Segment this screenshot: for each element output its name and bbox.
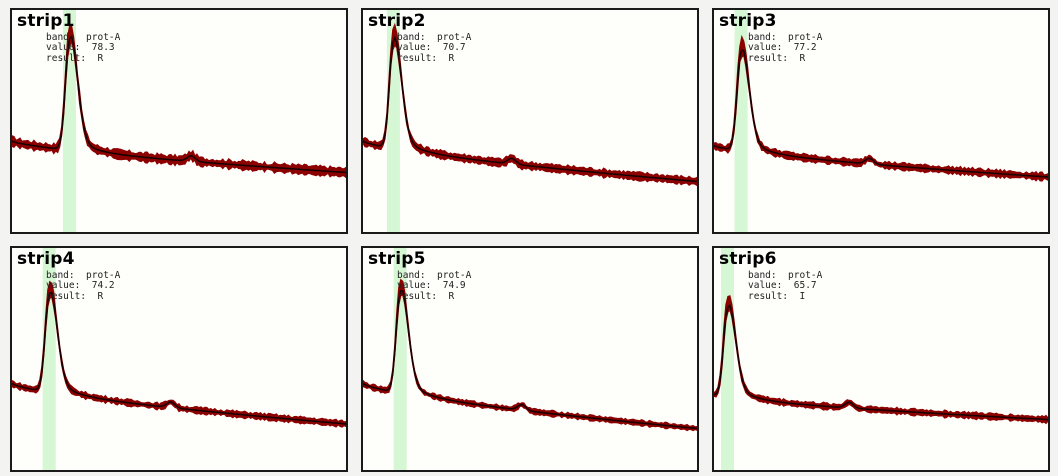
top-clipped-header [0, 0, 1058, 8]
strip-plot-3 [714, 10, 1048, 232]
value-annotation: value: 70.7 [397, 42, 466, 54]
strip-title: strip6 [719, 249, 777, 269]
strip-annotations: band: prot-A value: 74.9 result: R [397, 270, 472, 302]
result-annotation: result: I [748, 290, 806, 302]
value-annotation: value: 74.2 [46, 280, 115, 292]
strip-title: strip2 [368, 11, 426, 31]
band-annotation: band: prot-A [46, 32, 121, 43]
result-annotation: result: R [748, 52, 806, 64]
band-annotation: band: prot-A [748, 32, 823, 43]
strip-panel-6: strip6 band: prot-A value: 65.7 result: I [712, 246, 1050, 472]
signal-trace [12, 292, 346, 425]
signal-trace [12, 34, 346, 174]
result-annotation: result: R [46, 290, 104, 302]
result-annotation: result: R [397, 290, 455, 302]
strip-plot-1 [12, 10, 346, 232]
strip-title: strip1 [17, 11, 75, 31]
value-annotation: value: 78.3 [46, 42, 115, 54]
signal-trace [714, 48, 1048, 178]
signal-trace [714, 304, 1048, 421]
strip-plot-6 [714, 248, 1048, 470]
band-annotation: band: prot-A [46, 270, 121, 281]
strip-title: strip3 [719, 11, 777, 31]
value-annotation: value: 74.9 [397, 280, 466, 292]
strip-panel-4: strip4 band: prot-A value: 74.2 result: R [10, 246, 348, 472]
strip-annotations: band: prot-A value: 70.7 result: R [397, 32, 472, 64]
value-annotation: value: 65.7 [748, 280, 817, 292]
strip-panel-3: strip3 band: prot-A value: 77.2 result: R [712, 8, 1050, 234]
result-annotation: result: R [397, 52, 455, 64]
signal-trace [363, 289, 697, 430]
signal-envelope [714, 34, 1048, 182]
result-annotation: result: R [46, 52, 104, 64]
strip-annotations: band: prot-A value: 77.2 result: R [748, 32, 823, 64]
strip-plot-5 [363, 248, 697, 470]
band-annotation: band: prot-A [397, 32, 472, 43]
band-annotation: band: prot-A [397, 270, 472, 281]
strip-title: strip4 [17, 249, 75, 269]
signal-envelope [12, 280, 346, 428]
band-annotation: band: prot-A [748, 270, 823, 281]
value-annotation: value: 77.2 [748, 42, 817, 54]
signal-envelope [714, 295, 1048, 425]
strip-plot-2 [363, 10, 697, 232]
signal-envelope [363, 278, 697, 432]
strip-title: strip5 [368, 249, 426, 269]
signal-envelope [12, 24, 346, 179]
strip-annotations: band: prot-A value: 78.3 result: R [46, 32, 121, 64]
strip-panel-2: strip2 band: prot-A value: 70.7 result: R [361, 8, 699, 234]
strip-plot-4 [12, 248, 346, 470]
strip-panel-1: strip1 band: prot-A value: 78.3 result: R [10, 8, 348, 234]
strip-annotations: band: prot-A value: 74.2 result: R [46, 270, 121, 302]
strip-annotations: band: prot-A value: 65.7 result: I [748, 270, 823, 302]
signal-trace [363, 35, 697, 183]
strip-panel-5: strip5 band: prot-A value: 74.9 result: R [361, 246, 699, 472]
